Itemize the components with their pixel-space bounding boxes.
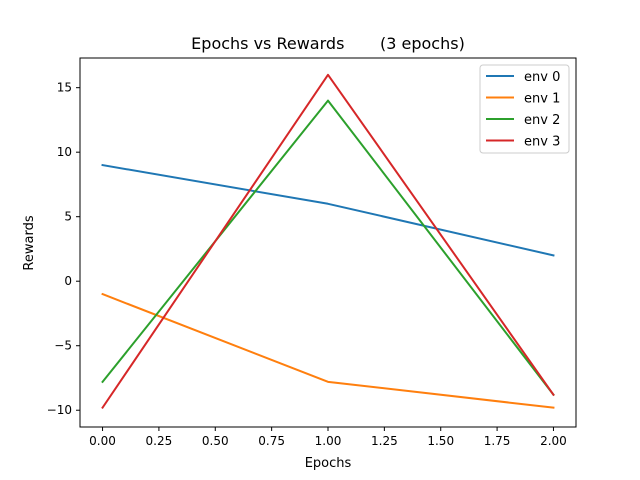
x-axis-label: Epochs: [305, 456, 352, 471]
x-tick-label: 0.00: [89, 434, 116, 448]
y-tick-label: 10: [57, 145, 72, 159]
legend-label-env-2: env 2: [524, 113, 560, 128]
x-tick-label: 1.75: [484, 434, 511, 448]
x-tick-label: 0.50: [202, 434, 229, 448]
series-line-env-3: [101, 73, 555, 410]
series-line-env-1: [101, 292, 555, 409]
series-line-env-2: [101, 99, 555, 397]
chart-title: Epochs vs Rewards (3 epochs): [191, 34, 465, 53]
y-tick-label: 5: [64, 210, 72, 224]
x-tick-label: 0.75: [258, 434, 285, 448]
legend-box: [479, 64, 570, 154]
legend-label-env-0: env 0: [524, 70, 560, 85]
x-tick-label: 0.25: [146, 434, 173, 448]
x-tick-label: 1.25: [371, 434, 398, 448]
y-tick-label: 0: [64, 274, 72, 288]
x-tick-label: 2.00: [540, 434, 567, 448]
legend-label-env-1: env 1: [524, 92, 560, 107]
y-axis-label: Rewards: [22, 215, 37, 270]
legend: env 0 env 1 env 2 env 3: [479, 64, 570, 154]
series-line-env-0: [101, 163, 555, 257]
x-tick-label: 1.50: [427, 434, 454, 448]
plot-area: 0.00 0.25 0.50 0.75 1.00 1.25 1.50 1.75 2.00 −10 −…: [47, 57, 577, 448]
x-tick-label: 1.00: [315, 434, 342, 448]
y-tick-label: 15: [57, 81, 72, 95]
y-tick-label: −5: [54, 339, 72, 353]
y-tick-label: −10: [47, 403, 72, 417]
legend-label-env-3: env 3: [524, 135, 560, 150]
